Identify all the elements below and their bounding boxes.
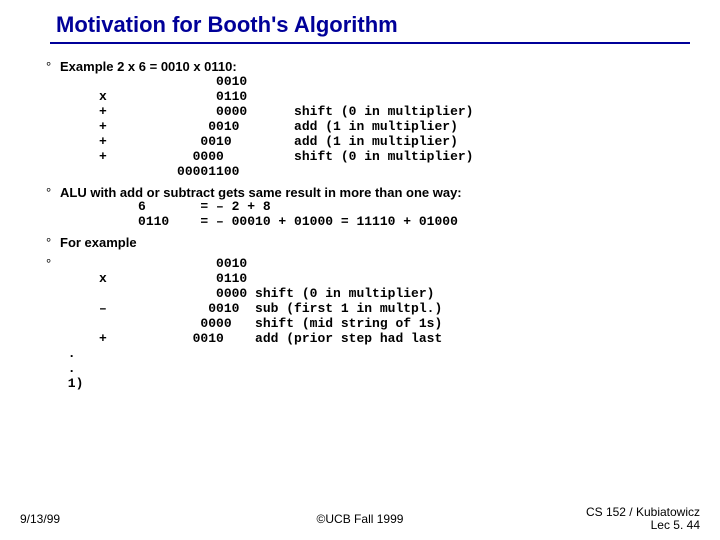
- bullet-mark: °: [46, 257, 51, 272]
- footer-course-line2: Lec 5. 44: [651, 518, 700, 532]
- bullet-2-lines: 6 = – 2 + 8 0110 = – 00010 + 01000 = 111…: [60, 200, 700, 230]
- bullet-4: ° 0010 x 0110 0000 shift (0 in multiplie…: [60, 257, 700, 391]
- bullet-4-lines: 0010 x 0110 0000 shift (0 in multiplier)…: [60, 257, 700, 347]
- bullet-mark: °: [46, 60, 51, 75]
- bullet-3: ° For example: [60, 236, 700, 251]
- footer-course-line1: CS 152 / Kubiatowicz: [586, 505, 700, 519]
- bullet-mark: °: [46, 186, 51, 201]
- bullet-1: ° Example 2 x 6 = 0010 x 0110: 0010 x 01…: [60, 60, 700, 180]
- bullet-1-intro: Example 2 x 6 = 0010 x 0110:: [60, 59, 237, 74]
- slide-content: ° Example 2 x 6 = 0010 x 0110: 0010 x 01…: [0, 44, 720, 392]
- bullet-3-intro: For example: [60, 235, 137, 250]
- bullet-2: ° ALU with add or subtract gets same res…: [60, 186, 700, 231]
- bullet-2-intro: ALU with add or subtract gets same resul…: [60, 185, 462, 200]
- bullet-1-lines: 0010 x 0110 + 0000 shift (0 in multiplie…: [60, 75, 700, 180]
- footer-course: CS 152 / Kubiatowicz Lec 5. 44: [586, 506, 700, 532]
- slide-title: Motivation for Booth's Algorithm: [0, 0, 720, 42]
- bullet-mark: °: [46, 236, 51, 251]
- bullet-4-tail: . . 1): [60, 347, 700, 392]
